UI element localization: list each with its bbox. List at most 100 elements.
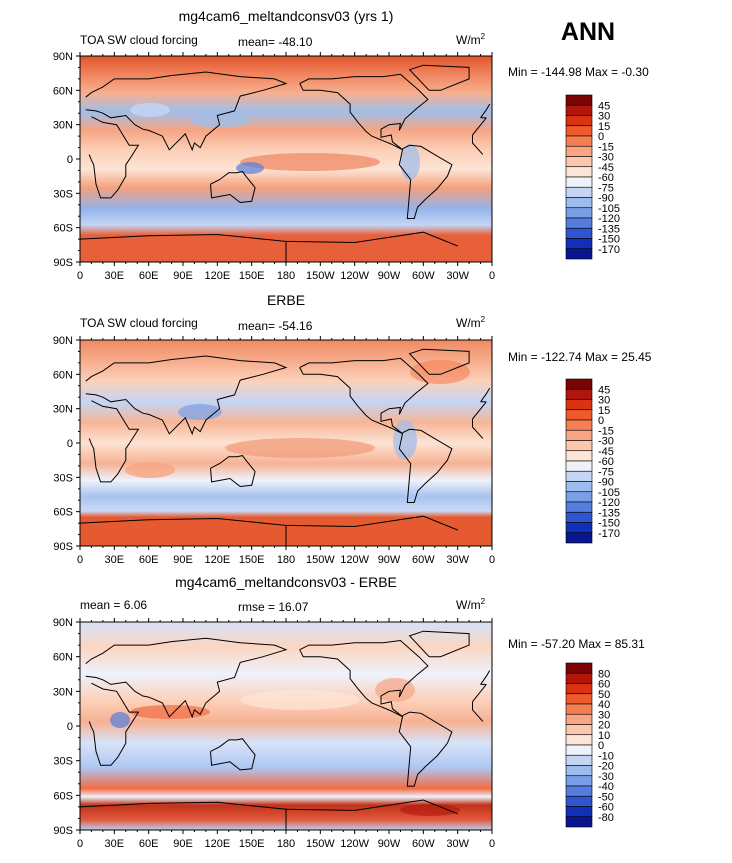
coastline — [408, 348, 470, 375]
coastline — [398, 428, 453, 503]
x-tick-label: 90W — [378, 838, 401, 850]
x-tick-label: 90E — [173, 554, 193, 566]
colorbar-label: 15 — [598, 121, 610, 133]
colorbar-label: -80 — [598, 812, 614, 824]
x-tick-label: 60W — [412, 270, 435, 282]
colorbar-swatch — [565, 734, 593, 746]
colorbar-label: 30 — [598, 395, 610, 407]
x-tick-label: 180 — [277, 270, 295, 282]
panel-3-feature — [240, 690, 360, 710]
panel-2-colorbar: 4530150-15-30-45-60-75-90-105-120-135-15… — [565, 378, 620, 544]
coastline — [285, 799, 458, 815]
coastline — [210, 738, 256, 771]
colorbar-swatch — [565, 399, 593, 411]
panel-3-units: W/m2 — [456, 597, 486, 612]
colorbar-swatch — [565, 450, 593, 462]
panel-3-title: mg4cam6_meltandconsv03 - ERBE — [175, 574, 397, 590]
colorbar-swatch — [565, 115, 593, 127]
colorbar-swatch — [565, 662, 593, 674]
x-tick-label: 150E — [239, 554, 265, 566]
coastline — [285, 515, 458, 531]
coastline — [80, 517, 287, 546]
panel-3-axes: 90N 60N 30N 0 30S 60S 90S 0 30E 60E 90E 120E 150E 180… — [53, 617, 495, 850]
x-tick-label: 180 — [277, 838, 295, 850]
y-tick-label: 60N — [53, 85, 73, 97]
colorbar-swatch — [565, 775, 593, 787]
coastline — [285, 231, 458, 247]
colorbar-swatch — [565, 94, 593, 106]
coastline — [472, 419, 484, 439]
colorbar-swatch — [565, 806, 593, 818]
panel-1-feature — [130, 103, 170, 117]
x-tick-label: 90E — [173, 838, 193, 850]
panel-1-coastlines — [80, 64, 491, 262]
colorbar-swatch — [565, 419, 593, 431]
panel-3-rmse: rmse = 16.07 — [238, 600, 309, 614]
colorbar-swatch — [565, 176, 593, 188]
panel-1-axes: 90N 60N 30N 0 30S 60S 90S 0 30E 60E 90E 120E 150E 180… — [53, 51, 495, 282]
colorbar-swatch — [565, 460, 593, 472]
colorbar-swatch — [565, 765, 593, 777]
colorbar-label: 80 — [598, 668, 610, 680]
colorbar-swatch — [565, 145, 593, 157]
coastline — [85, 71, 288, 152]
coastline — [88, 400, 140, 483]
x-tick-label: 30W — [446, 838, 469, 850]
panel-2-feature — [125, 462, 175, 478]
colorbar-label: -75 — [598, 466, 614, 478]
coastline — [398, 711, 453, 787]
x-tick-label: 120W — [340, 270, 369, 282]
panel-2-axes: 90N 60N 30N 0 30S 60S 90S 0 30E 60E 90E 120E 150E 180… — [53, 335, 495, 566]
colorbar-swatch — [565, 207, 593, 219]
colorbar-label: -45 — [598, 162, 614, 174]
coastline — [480, 670, 491, 685]
panel-3-feature — [400, 804, 460, 816]
colorbar-label: 45 — [598, 384, 610, 396]
coastline — [299, 639, 429, 718]
y-tick-label: 90N — [53, 335, 73, 347]
colorbar-label: -90 — [598, 193, 614, 205]
x-tick-label: 60W — [412, 554, 435, 566]
colorbar-label: -135 — [598, 507, 620, 519]
colorbar-swatch — [565, 429, 593, 441]
colorbar-swatch — [565, 816, 593, 828]
panel-2-units: W/m2 — [456, 315, 486, 330]
colorbar-swatch — [565, 186, 593, 198]
colorbar-swatch — [565, 683, 593, 695]
colorbar-swatch — [565, 197, 593, 209]
colorbar-label: 30 — [598, 709, 610, 721]
coastline — [85, 355, 288, 436]
colorbar-label: 40 — [598, 699, 610, 711]
colorbar-label: -105 — [598, 487, 620, 499]
coastline — [480, 103, 491, 119]
colorbar-swatch — [565, 227, 593, 239]
colorbar-swatch — [565, 481, 593, 493]
coastline — [210, 455, 256, 488]
panel-1-minmax: Min = -144.98 Max = -0.30 — [508, 65, 649, 79]
panel-3-feature — [130, 705, 210, 719]
coastline — [408, 630, 470, 658]
x-tick-label: 150E — [239, 270, 265, 282]
panel-3-feature — [375, 678, 415, 702]
colorbar-label: -15 — [598, 141, 614, 153]
x-tick-label: 0 — [489, 838, 495, 850]
colorbar-label: -40 — [598, 781, 614, 793]
panel-2: ERBE TOA SW cloud forcing mean= -54.16 W… — [53, 292, 652, 566]
colorbar-label: 0 — [598, 740, 604, 752]
panel-1-map — [80, 56, 492, 262]
y-tick-label: 90S — [53, 541, 73, 553]
colorbar-label: -150 — [598, 518, 620, 530]
colorbar-swatch — [565, 703, 593, 715]
panel-1: mg4cam6_meltandconsv03 (yrs 1) TOA SW cl… — [53, 8, 649, 282]
colorbar-label: -30 — [598, 152, 614, 164]
y-tick-label: 30S — [53, 188, 73, 200]
colorbar-label: 50 — [598, 689, 610, 701]
colorbar-label: -45 — [598, 446, 614, 458]
y-tick-label: 60S — [53, 790, 73, 802]
panel-2-feature — [410, 360, 470, 384]
x-tick-label: 30W — [446, 554, 469, 566]
panel-2-coastlines — [80, 348, 491, 546]
x-tick-label: 150W — [306, 270, 335, 282]
y-tick-label: 0 — [67, 154, 73, 166]
y-tick-label: 0 — [67, 721, 73, 733]
